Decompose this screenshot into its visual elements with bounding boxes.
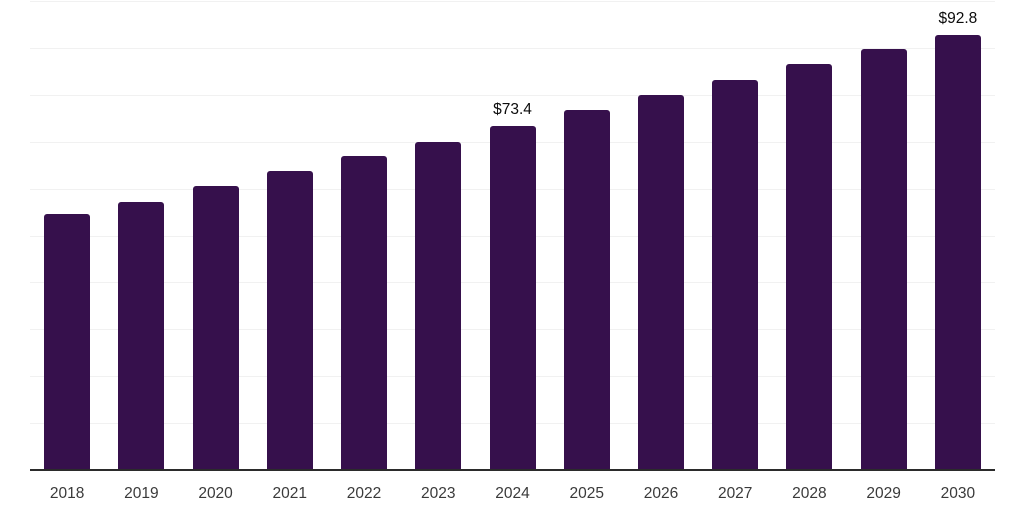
bar-2020 xyxy=(192,185,239,470)
x-tick-label-2030: 2030 xyxy=(940,485,976,502)
bar-2022 xyxy=(341,155,388,470)
x-tick-label-2028: 2028 xyxy=(792,485,827,502)
x-tick-label-2020: 2020 xyxy=(198,485,233,502)
x-tick-label-2021: 2021 xyxy=(272,485,308,502)
x-tick-label-2026: 2026 xyxy=(643,485,679,502)
x-tick-label-2022: 2022 xyxy=(346,485,382,502)
x-tick-label-2027: 2027 xyxy=(717,485,753,502)
data-label-2030: $92.8 xyxy=(938,9,978,27)
x-axis-line xyxy=(30,469,995,471)
x-tick-label-2019: 2019 xyxy=(124,485,159,502)
bar-2019 xyxy=(118,201,165,470)
bar-2024 xyxy=(489,125,536,470)
bar-2025 xyxy=(563,109,610,470)
gridline xyxy=(30,47,995,49)
bar-2023 xyxy=(415,141,462,470)
bar-2029 xyxy=(860,48,907,470)
gridline xyxy=(30,94,995,96)
bar-2018 xyxy=(44,213,91,470)
bar-2026 xyxy=(637,94,684,470)
data-label-2024: $73.4 xyxy=(493,100,532,118)
x-tick-label-2025: 2025 xyxy=(569,485,604,502)
bar-2028 xyxy=(786,63,833,470)
bar-2021 xyxy=(266,170,313,470)
x-tick-label-2029: 2029 xyxy=(866,485,901,502)
bar-2030 xyxy=(934,34,981,470)
x-tick-label-2024: 2024 xyxy=(495,485,530,502)
x-tick-label-2023: 2023 xyxy=(421,485,456,502)
gridline xyxy=(30,0,995,2)
bar-2027 xyxy=(712,79,759,470)
x-tick-label-2018: 2018 xyxy=(49,485,85,502)
